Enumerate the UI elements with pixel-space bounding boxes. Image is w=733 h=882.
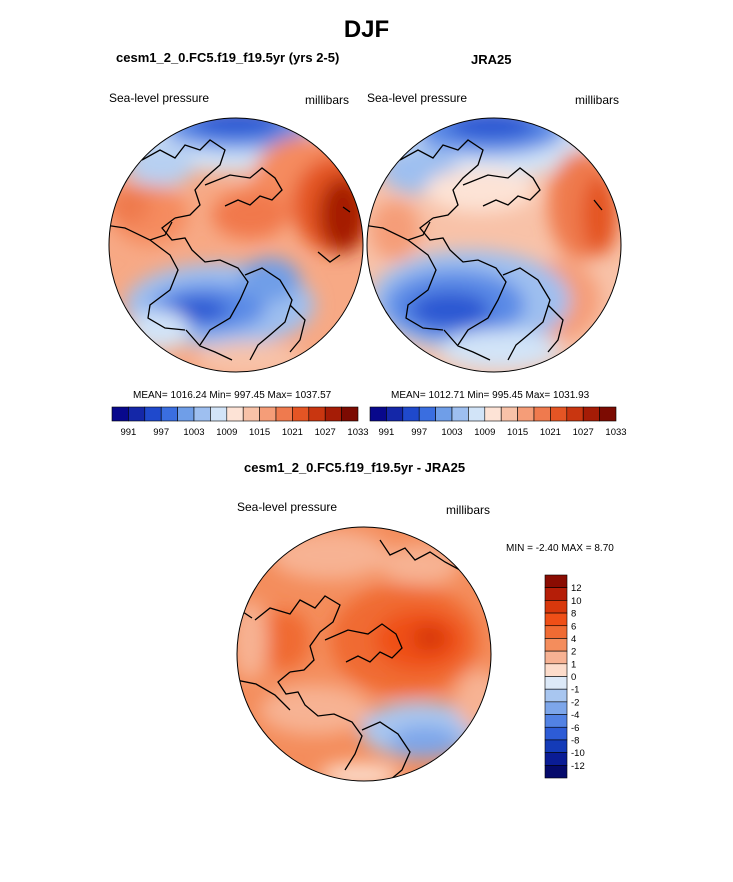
diff-colorbar-tick-label: 2	[571, 647, 576, 658]
diff-colorbar-swatch	[544, 726, 568, 741]
model-colorbar-swatch	[341, 406, 359, 422]
model-colorbar-tick-label: 1033	[347, 427, 368, 438]
diff-colorbar-swatch	[544, 714, 568, 728]
diff-colorbar-tick-label: -12	[571, 761, 585, 772]
diff-colorbar-swatch	[544, 701, 568, 715]
model-variable-label: Sea-level pressure	[109, 91, 210, 105]
diff-colorbar-swatch	[544, 600, 568, 614]
obs-variable-label: Sea-level pressure	[367, 91, 468, 105]
diff-colorbar-tick-label: -1	[571, 685, 579, 696]
obs-colorbar-tick-label: 1027	[573, 427, 594, 438]
diff-colorbar-tick-label: 6	[571, 621, 576, 632]
diff-colorbar-swatch	[544, 612, 568, 627]
diff-colorbar-tick-label: 4	[571, 634, 576, 645]
model-colorbar-tick-label: 1015	[249, 427, 270, 438]
diff-colorbar-tick-label: 8	[571, 609, 576, 620]
diff-colorbar-swatch	[544, 739, 568, 753]
diff-variable-label: Sea-level pressure	[237, 500, 338, 514]
diff-colorbar-swatch	[544, 625, 568, 639]
diff-colorbar-swatch	[544, 676, 568, 690]
diff-colorbar-tick-label: -4	[571, 710, 579, 721]
obs-colorbar-tick-label: 991	[378, 427, 394, 438]
model-colorbar-tick-label: 1027	[315, 427, 336, 438]
obs-colorbar-tick-label: 1021	[540, 427, 561, 438]
diff-stats: MIN = -2.40 MAX = 8.70	[506, 543, 614, 554]
main-title: DJF	[343, 16, 390, 43]
diff-colorbar-swatch	[544, 650, 568, 665]
diff-colorbar-swatch	[544, 663, 568, 677]
diff-colorbar-tick-label: 1	[571, 659, 576, 670]
diff-colorbar-swatch	[544, 638, 568, 652]
model-colorbar-tick-label: 1009	[216, 427, 237, 438]
model-units-label: millibars	[305, 93, 350, 107]
obs-colorbar-tick-label: 1015	[507, 427, 528, 438]
diff-units-label: millibars	[446, 503, 491, 517]
obs-panel-title: JRA25	[471, 52, 512, 67]
diff-panel-title: cesm1_2_0.FC5.f19_f19.5yr - JRA25	[244, 460, 466, 475]
obs-colorbar-tick-label: 1009	[474, 427, 495, 438]
obs-colorbar-tick-label: 997	[411, 427, 427, 438]
diff-colorbar-tick-label: -6	[571, 723, 579, 734]
model-colorbar-tick-label: 1021	[282, 427, 303, 438]
diff-colorbar-tick-label: 0	[571, 672, 576, 683]
obs-colorbar-tick-label: 1003	[441, 427, 462, 438]
diff-colorbar-tick-label: 10	[571, 596, 582, 607]
diff-colorbar-swatch	[544, 688, 568, 703]
model-colorbar-tick-label: 997	[153, 427, 169, 438]
diff-colorbar-swatch	[544, 765, 568, 779]
diff-colorbar-tick-label: -10	[571, 748, 585, 759]
obs-colorbar-tick-label: 1033	[605, 427, 626, 438]
obs-colorbar-swatch	[599, 406, 617, 422]
model-colorbar-tick-label: 991	[120, 427, 136, 438]
obs-stats: MEAN= 1012.71 Min= 995.45 Max= 1031.93	[391, 390, 590, 401]
model-colorbar-tick-label: 1003	[183, 427, 204, 438]
diff-colorbar-swatch	[544, 574, 568, 588]
obs-units-label: millibars	[575, 93, 620, 107]
diff-colorbar-tick-label: -8	[571, 735, 579, 746]
model-stats: MEAN= 1016.24 Min= 997.45 Max= 1037.57	[133, 390, 332, 401]
model-panel-title: cesm1_2_0.FC5.f19_f19.5yr (yrs 2-5)	[116, 50, 340, 65]
diff-colorbar-swatch	[544, 752, 568, 766]
diff-colorbar-swatch	[544, 587, 568, 601]
diff-colorbar-tick-label: 12	[571, 583, 582, 594]
diff-colorbar-tick-label: -2	[571, 697, 579, 708]
